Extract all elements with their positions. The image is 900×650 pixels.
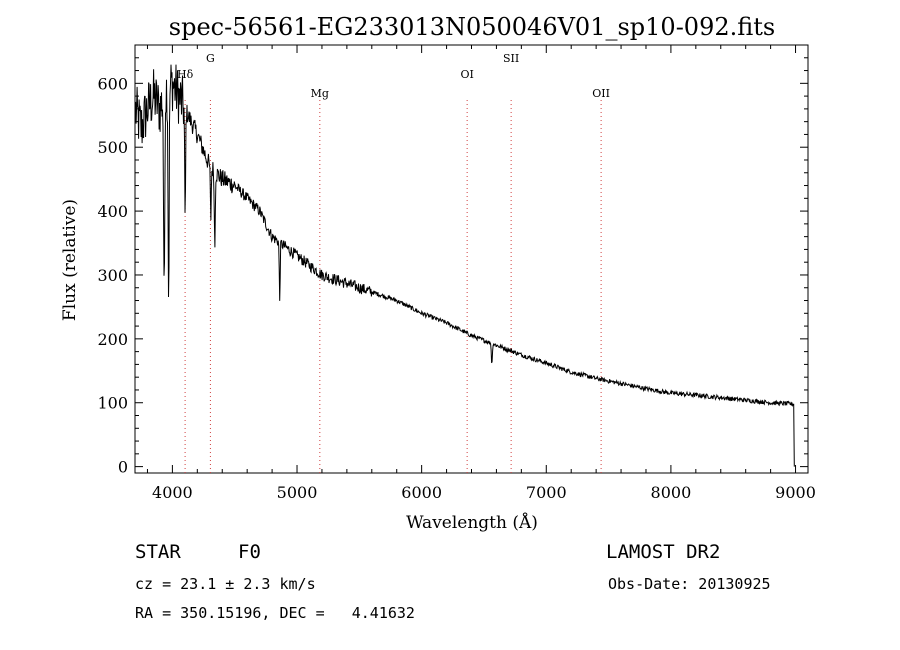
x-axis-label: Wavelength (Å) [406, 512, 538, 533]
cz-value: cz = 23.1 ± 2.3 km/s [135, 575, 316, 593]
x-tick-label: 6000 [401, 483, 442, 502]
marker-label: Hδ [177, 68, 194, 81]
marker-label: G [206, 52, 215, 65]
marker-label: Mg [311, 87, 329, 100]
y-ticks: 0 100 200 300 400 500 600 [97, 57, 808, 477]
chart-title: spec-56561-EG233013N050046V01_sp10-092.f… [169, 13, 775, 41]
x-tick-label: 5000 [277, 483, 318, 502]
plot-frame [134, 44, 809, 474]
x-tick-label: 7000 [526, 483, 567, 502]
subclass: F0 [238, 541, 261, 563]
x-tick-label: 4000 [152, 483, 193, 502]
object-type: STAR [135, 541, 181, 563]
y-tick-label: 0 [118, 458, 128, 477]
marker-label: OI [460, 68, 473, 81]
y-tick-label: 200 [97, 330, 128, 349]
y-axis-label: Flux (relative) [60, 199, 80, 321]
y-tick-label: 100 [97, 394, 128, 413]
survey-name: LAMOST DR2 [606, 541, 721, 563]
plot-border [134, 44, 809, 474]
marker-label: OII [592, 87, 610, 100]
obs-date: Obs-Date: 20130925 [608, 575, 771, 593]
line-markers: Hδ G Mg OI SII OII [177, 52, 610, 473]
spectrum-line [135, 64, 795, 467]
x-tick-label: 8000 [651, 483, 692, 502]
y-tick-label: 500 [97, 138, 128, 157]
y-tick-label: 300 [97, 266, 128, 285]
y-tick-label: 400 [97, 202, 128, 221]
x-tick-label: 9000 [775, 483, 816, 502]
x-ticks: 4000 5000 6000 7000 8000 9000 [146, 45, 816, 502]
y-tick-label: 600 [97, 74, 128, 93]
coordinates: RA = 350.15196, DEC = 4.41632 [135, 604, 415, 622]
marker-label: SII [503, 52, 519, 65]
